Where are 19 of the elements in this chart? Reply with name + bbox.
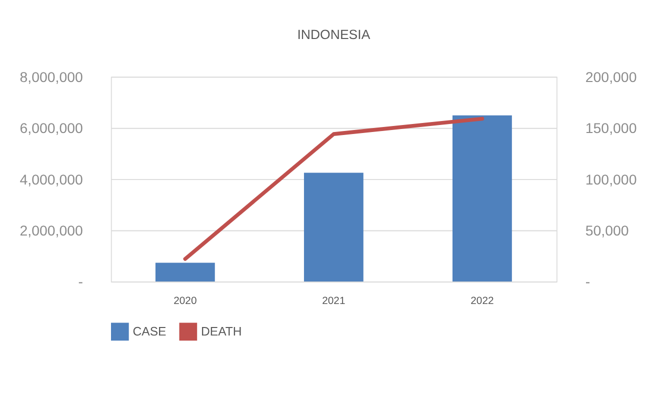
y-tick-label: - [78, 274, 84, 291]
chart-title: INDONESIA [297, 26, 370, 42]
x-tick-label: 2020 [174, 296, 197, 307]
y2-tick-label: 200,000 [585, 70, 637, 86]
y2-tick-label: - [585, 274, 590, 291]
legend-label: CASE [132, 324, 166, 338]
legend-label: DEATH [200, 324, 242, 338]
y-tick-label: 6,000,000 [20, 121, 84, 138]
y2-tick-label: 50,000 [585, 224, 629, 240]
bar [304, 172, 364, 282]
bar [155, 262, 215, 282]
bar [452, 115, 512, 282]
y-tick-label: 4,000,000 [20, 172, 84, 188]
x-tick-label: 2022 [470, 296, 494, 307]
y2-tick-label: 100,000 [585, 172, 637, 188]
y-tick-label: 2,000,000 [20, 224, 84, 240]
y2-tick-label: 150,000 [585, 121, 637, 138]
x-tick-label: 2021 [322, 296, 346, 307]
y-tick-label: 8,000,000 [20, 70, 84, 86]
